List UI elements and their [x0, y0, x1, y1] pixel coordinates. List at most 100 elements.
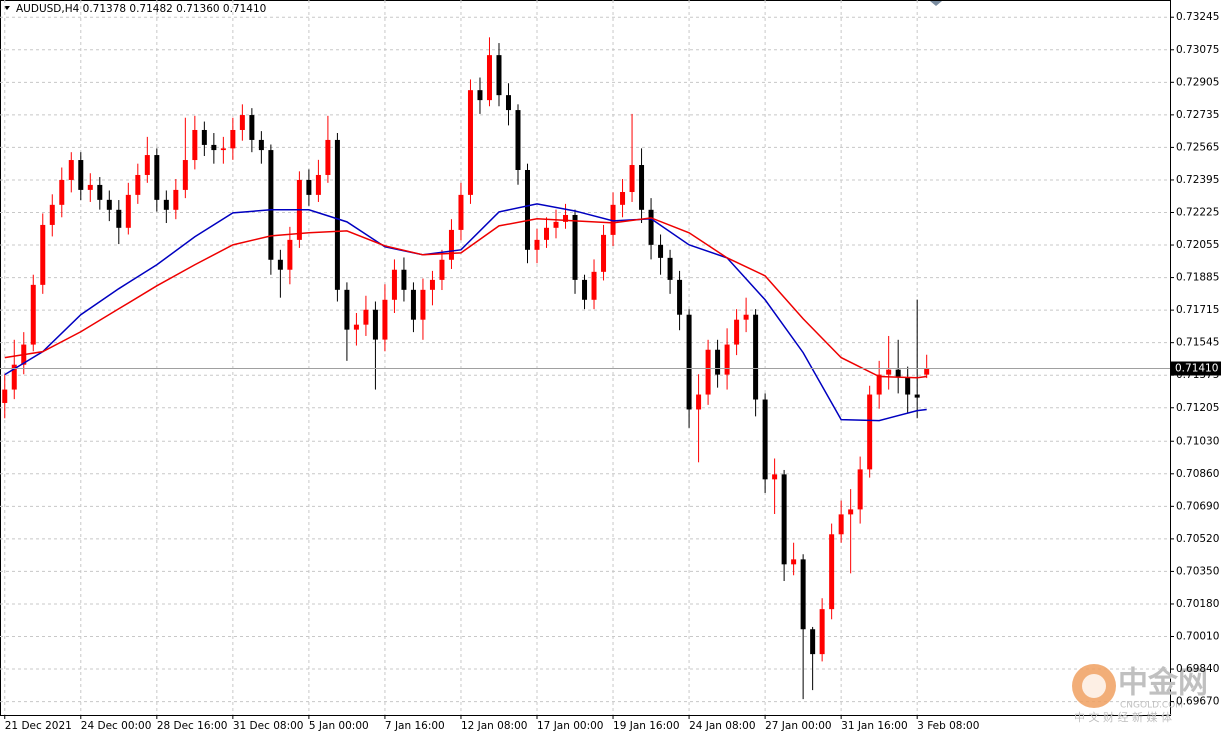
candle-body: [591, 271, 597, 300]
candle-body: [448, 229, 454, 260]
candle-body: [534, 239, 540, 250]
x-tick-label: 24 Jan 08:00: [689, 720, 755, 732]
candle-body: [639, 165, 645, 210]
x-tick-label: 31 Jan 16:00: [841, 720, 907, 732]
y-tick-label: 0.69840: [1176, 663, 1219, 675]
y-tick-label: 0.69670: [1176, 696, 1219, 708]
candle-body: [610, 204, 616, 235]
y-tick-label: 0.71205: [1176, 402, 1219, 414]
y-tick-label: 0.71715: [1176, 304, 1219, 316]
candle-body: [848, 509, 854, 515]
candle-body: [753, 314, 759, 400]
y-tick-label: 0.73245: [1176, 11, 1219, 23]
candle-body: [553, 221, 559, 228]
candle-body: [686, 314, 692, 410]
candle-body: [429, 279, 435, 290]
candle-body: [239, 115, 245, 130]
plot-frame: [0, 0, 1171, 716]
candle-body: [182, 160, 188, 190]
candle-body: [268, 150, 274, 260]
y-tick-label: 0.70180: [1176, 598, 1219, 610]
candle-body: [220, 148, 226, 151]
y-tick-label: 0.73075: [1176, 44, 1219, 56]
candle-body: [486, 55, 492, 101]
candle-body: [696, 394, 702, 410]
watermark-tagline: 中 文 财 经 新 媒 体: [1074, 710, 1172, 724]
candle-body: [800, 559, 806, 630]
candle-body: [68, 160, 74, 180]
candle-body: [724, 344, 730, 375]
candle-body: [30, 284, 36, 345]
candle-body: [420, 289, 426, 320]
candle-body: [667, 257, 673, 280]
candle-body: [363, 309, 369, 325]
candle-body: [572, 214, 578, 280]
candle-body: [201, 129, 207, 145]
y-tick-label: 0.70860: [1176, 468, 1219, 480]
candle-body: [914, 394, 920, 398]
candle-body: [496, 55, 502, 96]
x-tick-label: 12 Jan 08:00: [461, 720, 527, 732]
watermark-domain: CNGOLD.COM: [1120, 701, 1183, 711]
candle-body: [477, 90, 483, 101]
last-price-label: 0.71410: [1175, 363, 1218, 375]
x-tick-label: 27 Jan 00:00: [765, 720, 831, 732]
y-tick-label: 0.70520: [1176, 533, 1219, 545]
candle-body: [857, 469, 863, 510]
candle-body: [49, 204, 55, 225]
x-tick-label: 5 Jan 00:00: [309, 720, 369, 732]
candle-body: [658, 244, 664, 258]
y-tick-label: 0.71885: [1176, 272, 1219, 284]
candle-body: [629, 165, 635, 193]
candle-body: [458, 194, 464, 230]
candle-body: [391, 269, 397, 300]
candle-body: [344, 289, 350, 330]
candle-body: [353, 324, 359, 330]
y-tick-label: 0.72225: [1176, 206, 1219, 218]
candle-body: [439, 259, 445, 280]
candle-body: [515, 110, 521, 170]
y-tick-label: 0.72735: [1176, 109, 1219, 121]
y-tick-label: 0.71545: [1176, 337, 1219, 349]
candle-body: [762, 399, 768, 480]
candle-body: [410, 289, 416, 320]
candle-body: [135, 174, 141, 195]
candle-body: [895, 369, 901, 378]
candle-body: [125, 194, 131, 228]
candle-body: [97, 184, 103, 200]
x-tick-label: 7 Jan 16:00: [385, 720, 445, 732]
y-tick-label: 0.72905: [1176, 76, 1219, 88]
candle-body: [524, 169, 530, 250]
candle-body: [791, 559, 797, 565]
candle-body: [582, 279, 588, 300]
x-tick-label: 21 Dec 2021: [5, 720, 72, 732]
candle-body: [810, 629, 816, 655]
chart-title: AUDUSD,H4 0.71378 0.71482 0.71360 0.7141…: [16, 3, 266, 15]
y-tick-label: 0.70690: [1176, 500, 1219, 512]
watermark-logo-inner: [1082, 674, 1106, 698]
x-tick-label: 31 Dec 08:00: [233, 720, 304, 732]
candle-body: [173, 189, 179, 210]
candle-body: [505, 95, 511, 111]
candle-body: [705, 349, 711, 395]
candle-body: [106, 199, 112, 210]
watermark-name: 中金网: [1118, 666, 1208, 701]
y-tick-label: 0.70010: [1176, 631, 1219, 643]
candle-body: [87, 184, 93, 190]
candle-body: [819, 609, 825, 655]
candle-body: [734, 319, 740, 345]
candle-body: [838, 514, 844, 535]
candle-body: [249, 115, 255, 140]
candle-body: [315, 174, 321, 195]
y-tick-label: 0.72395: [1176, 174, 1219, 186]
candle-body: [382, 299, 388, 340]
y-tick-label: 0.70350: [1176, 565, 1219, 577]
x-tick-label: 3 Feb 08:00: [917, 720, 979, 732]
candle-body: [163, 199, 169, 210]
candle-body: [230, 129, 236, 149]
candle-body: [258, 139, 264, 151]
candle-body: [620, 192, 626, 205]
candle-body: [192, 129, 198, 161]
candle-body: [334, 139, 340, 290]
moving-average-line: [4, 217, 927, 379]
